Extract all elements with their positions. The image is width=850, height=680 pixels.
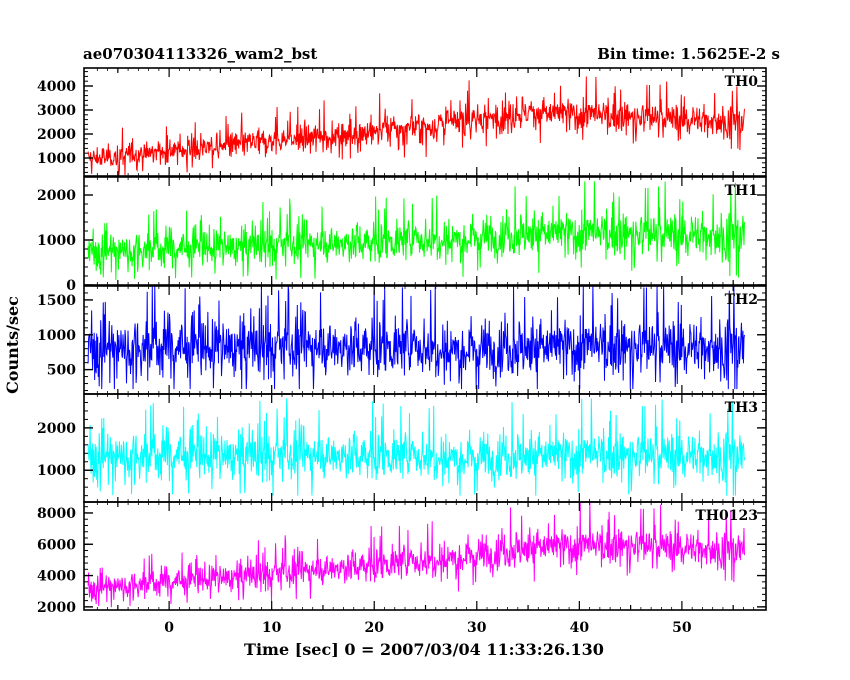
series-th1 <box>87 181 745 280</box>
y-tick-label: 4000 <box>37 569 76 585</box>
y-tick-label: 1000 <box>37 151 76 167</box>
y-tick-label: 6000 <box>37 537 76 553</box>
series-th3 <box>87 398 745 496</box>
x-tick-label: 40 <box>570 620 590 636</box>
panel-th2: 500 1000 1500 TH2 <box>37 285 767 395</box>
y-tick-label: 2000 <box>37 127 76 143</box>
y-tick-label: 1000 <box>37 233 76 249</box>
panel-label: TH3 <box>725 400 758 416</box>
series-th0123 <box>87 502 745 608</box>
bin-time-label: Bin time: 1.5625E-2 s <box>597 45 780 63</box>
panel-th3: 1000 2000 TH3 <box>37 393 767 503</box>
x-tick-label: 30 <box>467 620 487 636</box>
panel-th1: 0 1000 2000 TH1 <box>37 176 767 294</box>
x-tick-label: 10 <box>262 620 282 636</box>
y-tick-label: 2000 <box>37 600 76 616</box>
y-tick-label: 8000 <box>37 506 76 522</box>
plot-title: ae070304113326_wam2_bst <box>83 45 317 63</box>
x-tick-label: 20 <box>364 620 384 636</box>
y-tick-label: 1000 <box>37 328 76 344</box>
y-tick-label: 1000 <box>37 463 76 479</box>
x-tick-label: 0 <box>164 620 174 636</box>
panel-th0123: 2000 4000 6000 8000 TH0123 <box>37 501 767 616</box>
y-tick-label: 1500 <box>37 293 76 309</box>
y-tick-label: 500 <box>47 363 76 379</box>
panel-label: TH1 <box>725 183 758 199</box>
panel-th0: 1000 2000 3000 4000 TH0 <box>37 67 767 177</box>
y-tick-label: 4000 <box>37 79 76 95</box>
y-tick-label: 2000 <box>37 188 76 204</box>
panel-label: TH0 <box>725 74 759 90</box>
series-th2 <box>87 286 745 390</box>
series-th0 <box>87 76 745 176</box>
x-axis-label: Time [sec] 0 = 2007/03/04 11:33:26.130 <box>244 640 604 659</box>
y-tick-label: 3000 <box>37 103 76 119</box>
panel-label: TH2 <box>725 292 758 308</box>
y-tick-label: 0 <box>66 278 76 294</box>
y-tick-label: 2000 <box>37 421 76 437</box>
x-tick-label: 50 <box>672 620 692 636</box>
y-axis-label: Counts/sec <box>3 296 22 394</box>
panel-label: TH0123 <box>695 508 758 524</box>
